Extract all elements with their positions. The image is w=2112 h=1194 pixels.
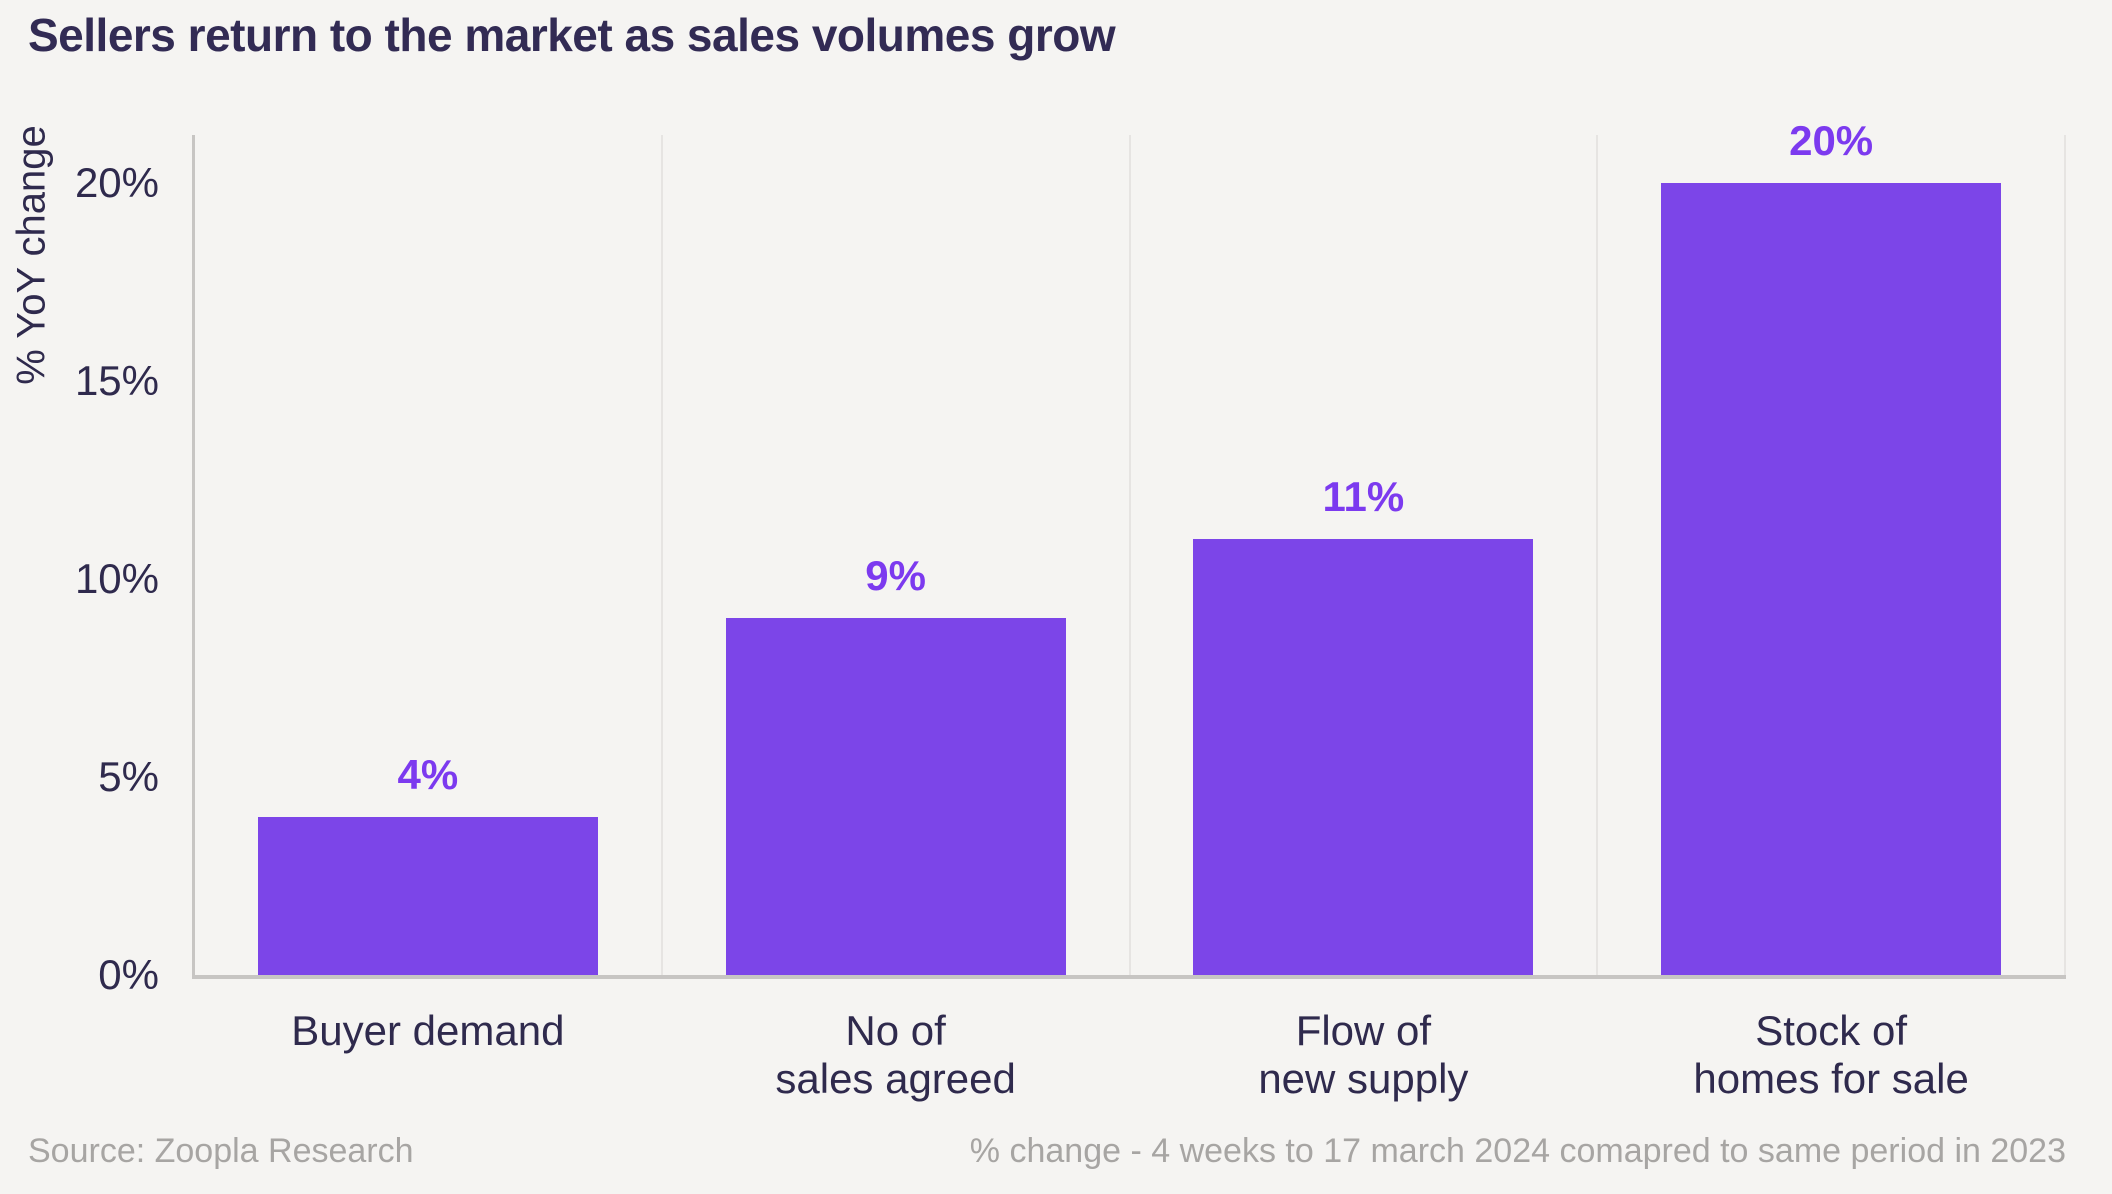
bars-container: 4% Buyer demand 9% No of sales agreed 11… — [195, 117, 2066, 1102]
category-column: 4% Buyer demand — [195, 135, 663, 1054]
bar — [725, 618, 1066, 975]
bar-value-label: 9% — [865, 552, 926, 600]
category-column: 20% Stock of homes for sale — [1598, 117, 2066, 1102]
footnote-text: % change - 4 weeks to 17 march 2024 coma… — [969, 1132, 2066, 1170]
x-axis-category-label: Flow of new supply — [1258, 1007, 1469, 1102]
bar — [1193, 539, 1534, 975]
x-axis-category-label: Buyer demand — [291, 1007, 565, 1054]
category-column: 11% Flow of new supply — [1131, 135, 1599, 1102]
y-axis-tick-label: 10% — [74, 554, 159, 602]
plot-area: 0% 5% 10% 15% 20% 4% Buyer demand 9% No of s… — [75, 117, 2066, 1102]
bar-value-label: 20% — [1789, 116, 1874, 164]
y-axis-label: % YoY change — [9, 125, 54, 385]
bar — [257, 816, 598, 975]
y-axis-tick-label: 20% — [74, 158, 159, 206]
y-axis-tick-label: 15% — [74, 356, 159, 404]
y-axis-ticks: 0% 5% 10% 15% 20% — [75, 135, 2066, 998]
x-axis-category-label: No of sales agreed — [775, 1007, 1016, 1102]
chart-title: Sellers return to the market as sales vo… — [28, 9, 1116, 61]
x-axis-category-label: Stock of homes for sale — [1693, 1007, 1969, 1102]
category-column: 9% No of sales agreed — [663, 135, 1131, 1102]
bar-value-label: 11% — [1322, 473, 1405, 521]
bar-value-label: 4% — [397, 750, 459, 798]
y-axis-tick-label: 0% — [98, 951, 159, 998]
y-axis-tick-label: 5% — [98, 752, 159, 800]
bar — [1661, 182, 2002, 975]
source-text: Source: Zoopla Research — [28, 1132, 414, 1170]
